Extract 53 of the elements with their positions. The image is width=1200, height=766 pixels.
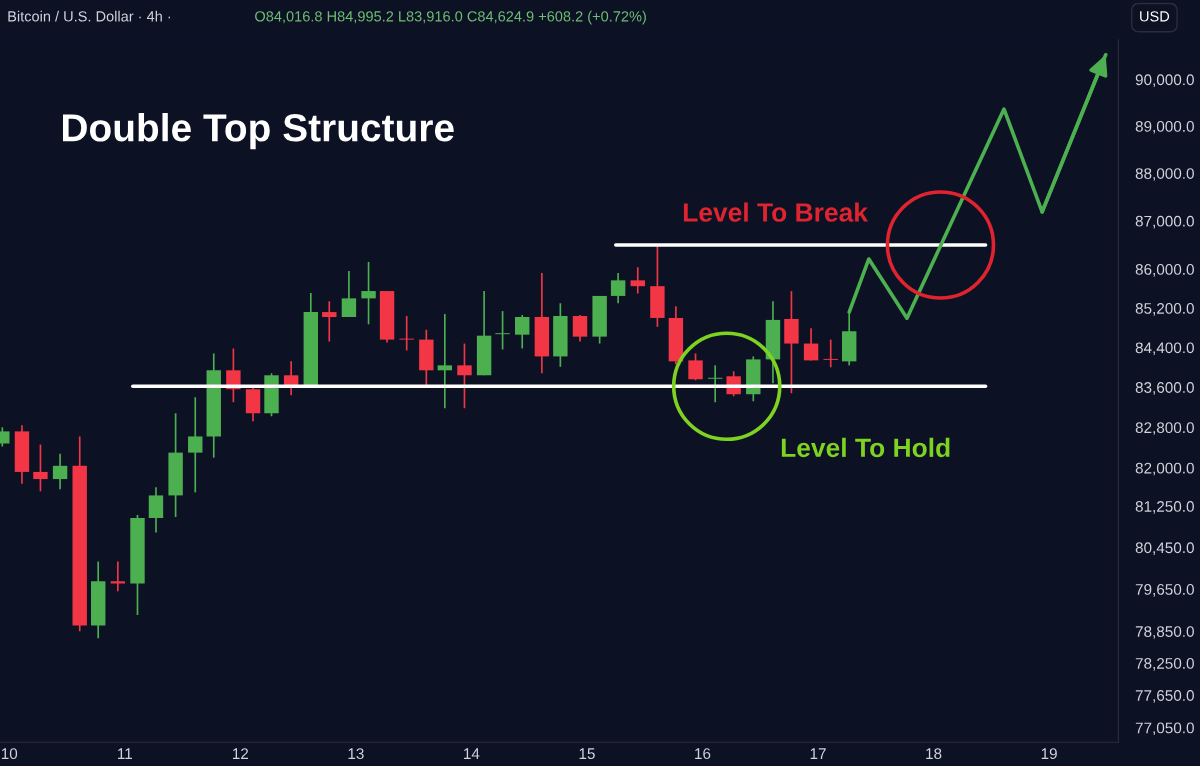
candlestick	[515, 314, 530, 350]
x-tick-label: 11	[118, 748, 132, 759]
candlestick	[148, 486, 164, 534]
y-tick-label: 80,450.0	[1135, 542, 1194, 555]
y-tick-label: 82,000.0	[1135, 462, 1194, 476]
y-tick-label: 87,000.0	[1135, 215, 1194, 229]
candlestick	[322, 300, 337, 343]
candlestick	[707, 364, 723, 404]
candlestick	[823, 338, 838, 369]
text: O84,016.8 H84,995.2 L83,916.0 C84,624.9 +608.2 (+0.72%)	[255, 10, 646, 25]
x-tick-label: 17	[810, 748, 826, 759]
y-tick-label: 88,000.0	[1135, 168, 1194, 181]
annotation: Level To Hold	[781, 437, 950, 458]
candlestick	[437, 313, 453, 410]
y-tick-label: 86,000.0	[1135, 264, 1194, 277]
text: Double Top Structure	[62, 113, 454, 150]
y-tick-label: 79,650.0	[1135, 584, 1194, 597]
x-tick-label: 14	[464, 748, 480, 759]
candlestick	[610, 272, 626, 305]
y-tick-label: 90,000.0	[1135, 74, 1194, 87]
candlestick	[52, 452, 68, 491]
candlestick	[688, 352, 703, 382]
y-tick-label: 84,400.0	[1135, 342, 1194, 355]
candlestick	[110, 560, 126, 593]
x-tick-label: 12	[232, 748, 249, 759]
y-tick-label: 78,850.0	[1135, 626, 1194, 639]
candlestick	[399, 315, 414, 352]
y-tick-label: 77,650.0	[1135, 690, 1194, 703]
y-tick-label: 89,000.0	[1135, 120, 1194, 134]
y-tick-label: 82,800.0	[1135, 422, 1194, 435]
candlestick	[341, 270, 357, 318]
candlestick	[495, 310, 510, 351]
y-tick-label: 77,050.0	[1135, 722, 1194, 736]
text: USD	[1140, 11, 1170, 22]
annotation: Level To Break	[683, 202, 868, 222]
candlestick	[630, 266, 645, 295]
text: Bitcoin / U.S. Dollar · 4h ·	[8, 10, 170, 22]
candlestick	[188, 396, 203, 494]
candlestick	[361, 261, 376, 326]
y-tick-label: 78,250.0	[1135, 658, 1194, 671]
candlestick	[33, 443, 48, 493]
x-tick-label: 15	[579, 748, 595, 760]
x-tick-label: 18	[926, 748, 942, 760]
y-tick-label: 81,250.0	[1135, 501, 1194, 514]
x-tick-label: 19	[1041, 748, 1057, 760]
candlestick	[572, 314, 588, 343]
x-tick-label: 10	[1, 748, 18, 760]
candlestick	[457, 342, 472, 410]
candlestick	[803, 327, 819, 362]
y-tick-label: 85,200.0	[1135, 303, 1194, 316]
y-tick-label: 83,600.0	[1135, 382, 1194, 395]
x-tick-label: 13	[348, 748, 364, 760]
x-tick-label: 16	[695, 748, 711, 760]
